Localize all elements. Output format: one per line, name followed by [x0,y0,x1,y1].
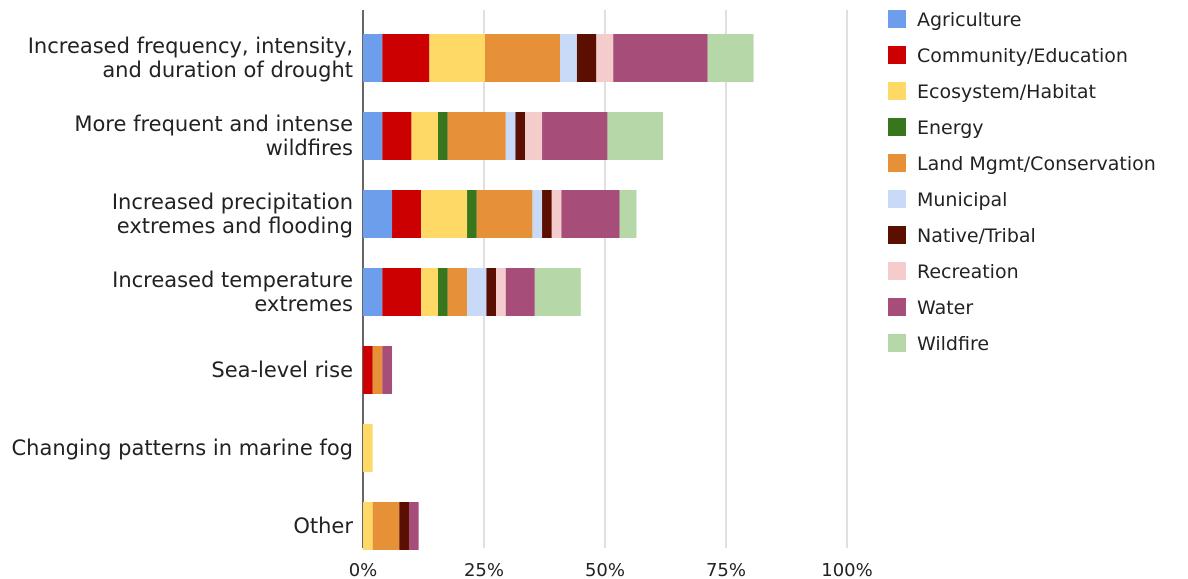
category-label: Other [293,514,353,538]
x-tick-label: 25% [464,560,504,579]
legend-swatch [888,118,906,136]
bar-segment [542,112,608,160]
bar-segment [505,268,535,316]
bar-segment [392,190,422,238]
bar-segment [532,190,543,238]
category-label: Increased precipitation [112,190,353,214]
bar-segment [534,268,581,316]
bar-segment [382,346,393,394]
legend-swatch [888,10,906,28]
legend-label: Water [917,297,973,319]
legend-label: Ecosystem/Habitat [917,81,1096,103]
bar-segment [421,268,439,316]
bar-segment [363,34,383,82]
bar-segment [372,502,400,550]
bar-segment [542,190,552,238]
bar-segment [505,112,516,160]
bar-segment [613,34,708,82]
bar-segment [382,112,412,160]
bar-segment [551,190,562,238]
bar-segment [399,502,409,550]
bar-segment [619,190,637,238]
legend-swatch [888,82,906,100]
legend-swatch [888,262,906,280]
bar-segment [467,268,487,316]
bar-segment [408,502,419,550]
bar-segment [382,268,422,316]
legend-swatch [888,154,906,172]
bar-segment [411,112,439,160]
bar-segment [596,34,614,82]
bar-segment [421,190,468,238]
bar-segment [559,34,577,82]
bar-segment [447,268,468,316]
bar-segment [576,34,597,82]
category-label: and duration of drought [102,58,353,82]
legend-label: Agriculture [917,9,1022,31]
bar-segment [561,190,620,238]
bar-segment [429,34,485,82]
bar-segment [363,268,383,316]
category-label: Increased frequency, intensity, [28,34,353,58]
bar-segment [515,112,526,160]
legend-label: Energy [917,117,984,139]
bar-segment [484,34,560,82]
x-tick-label: 100% [821,560,872,579]
category-label: wildfires [266,136,353,160]
bar-segment [525,112,543,160]
category-label: extremes and flooding [117,214,353,238]
bar-segment [496,268,506,316]
bar-segment [363,346,373,394]
legend-swatch [888,46,906,64]
bar-segment [372,346,383,394]
legend-swatch [888,298,906,316]
legend-label: Recreation [917,261,1019,283]
category-label: More frequent and intense [74,112,353,136]
bar-segment [363,424,373,472]
category-label: extremes [254,292,353,316]
bar-segment [447,112,506,160]
legend: Agriculture Community/Education Ecosystem/… [888,9,1156,355]
legend-swatch [888,190,906,208]
category-labels: Increased frequency, intensity,and durat… [12,34,354,538]
x-tick-label: 0% [349,560,378,579]
category-label: Increased temperature [112,268,353,292]
bars [363,34,754,550]
legend-label: Native/Tribal [917,225,1036,247]
legend-label: Land Mgmt/Conservation [917,153,1156,175]
bar-segment [476,190,533,238]
legend-label: Municipal [917,189,1007,211]
legend-label: Wildfire [917,333,989,355]
bar-segment [363,112,383,160]
bar-segment [382,34,430,82]
category-label: Sea-level rise [211,358,353,382]
bar-segment [438,112,448,160]
category-label: Changing patterns in marine fog [12,436,354,460]
x-axis: 0% 25% 50% 75% 100% [349,560,873,579]
legend-swatch [888,334,906,352]
x-tick-label: 75% [706,560,746,579]
legend-swatch [888,226,906,244]
x-tick-label: 50% [585,560,625,579]
bar-segment [607,112,664,160]
bar-segment [486,268,497,316]
legend-label: Community/Education [917,45,1128,67]
bar-segment [438,268,448,316]
bar-segment [707,34,754,82]
bar-segment [363,502,373,550]
bar-segment [467,190,477,238]
bar-segment [363,190,393,238]
